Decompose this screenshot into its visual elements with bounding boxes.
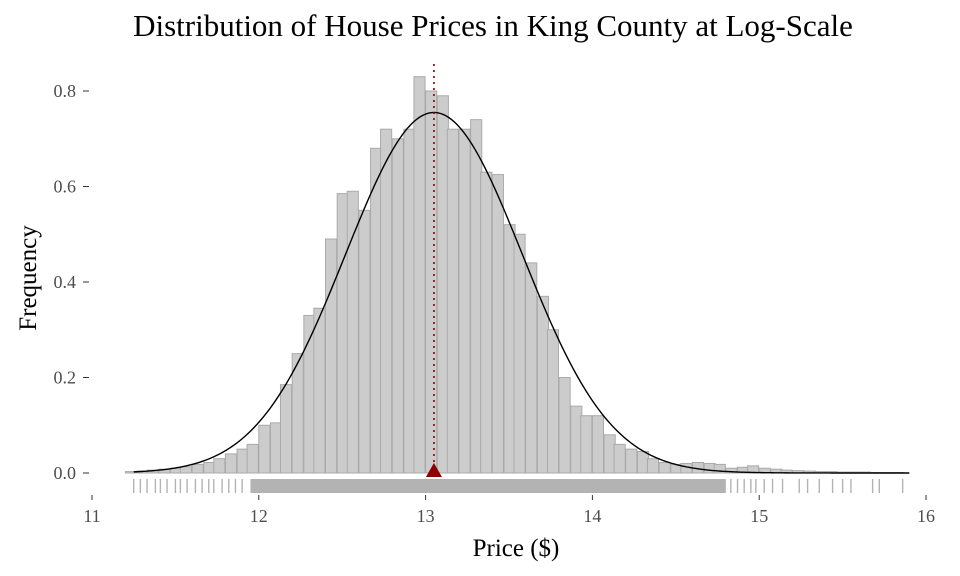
histogram-bar (258, 424, 271, 474)
histogram-bar (391, 138, 404, 474)
x-tick-label: 16 (917, 506, 935, 526)
histogram-bar (191, 463, 204, 474)
histogram-bar (269, 422, 283, 474)
chart-title: Distribution of House Prices in King Cou… (133, 8, 853, 43)
histogram-bar (725, 467, 738, 474)
histogram-bar (179, 466, 193, 474)
histogram-bar (325, 238, 338, 474)
axes: 11 12 13 14 15 16 0.0 0.2 0.4 0.6 0.8 (54, 81, 936, 526)
histogram-bar (279, 384, 293, 474)
histogram-bar (491, 174, 504, 474)
histogram-bar (546, 329, 559, 474)
histogram-bar (470, 119, 483, 474)
histogram-bar (346, 190, 359, 474)
y-tick-label: 0.6 (54, 177, 77, 197)
histogram-bar (236, 448, 249, 474)
histogram-bar (313, 307, 326, 474)
histogram-bar (613, 443, 626, 474)
histogram-bar (703, 462, 716, 474)
histogram-bar (513, 233, 526, 474)
rug-dense-band (250, 479, 726, 493)
histogram-bar (503, 224, 516, 474)
histogram-bar (380, 128, 393, 474)
histogram-bar (358, 209, 371, 474)
x-tick-label: 14 (583, 506, 601, 526)
y-tick-label: 0.2 (54, 368, 77, 388)
histogram-bar (625, 448, 638, 474)
density-curve-layer (133, 111, 910, 474)
histogram-bar (246, 443, 259, 474)
histogram-bar (203, 462, 216, 474)
histogram-bar (536, 295, 549, 474)
histogram-bar (213, 458, 226, 474)
x-tick-label: 13 (417, 506, 435, 526)
mean-marker (425, 463, 442, 477)
histogram-bar (525, 262, 538, 474)
x-tick-label: 11 (83, 506, 100, 526)
histogram-bar (291, 353, 304, 474)
histogram-bar (436, 95, 449, 474)
histogram-bar (558, 377, 571, 474)
histogram-bar (658, 462, 671, 474)
x-axis-title: Price ($) (473, 535, 560, 562)
histogram-bar (713, 463, 726, 474)
y-tick-label: 0.4 (54, 272, 77, 292)
histogram-bar (413, 76, 426, 474)
y-tick-label: 0.0 (54, 463, 77, 483)
x-tick-label: 15 (750, 506, 768, 526)
histogram-bar (636, 451, 650, 474)
y-axis-title: Frequency (15, 225, 42, 331)
histogram-bar (580, 415, 593, 474)
histogram-bar (591, 415, 605, 474)
histogram-bar (446, 128, 459, 474)
histogram-bars (124, 76, 905, 474)
histogram-bar (403, 128, 416, 474)
histogram-bar (570, 405, 583, 474)
histogram-bar (336, 193, 349, 474)
density-curve (133, 111, 910, 474)
rug-plot (132, 479, 904, 493)
mean-marker-layer (425, 64, 442, 477)
histogram-bar (224, 453, 238, 474)
histogram-bar (480, 171, 493, 474)
histogram-bar (458, 128, 471, 474)
y-tick-label: 0.8 (54, 81, 77, 101)
histogram-bar (603, 434, 616, 474)
histogram-bar (646, 458, 660, 474)
histogram-bar (370, 147, 383, 474)
x-tick-label: 12 (250, 506, 268, 526)
histogram-bar (425, 90, 438, 474)
